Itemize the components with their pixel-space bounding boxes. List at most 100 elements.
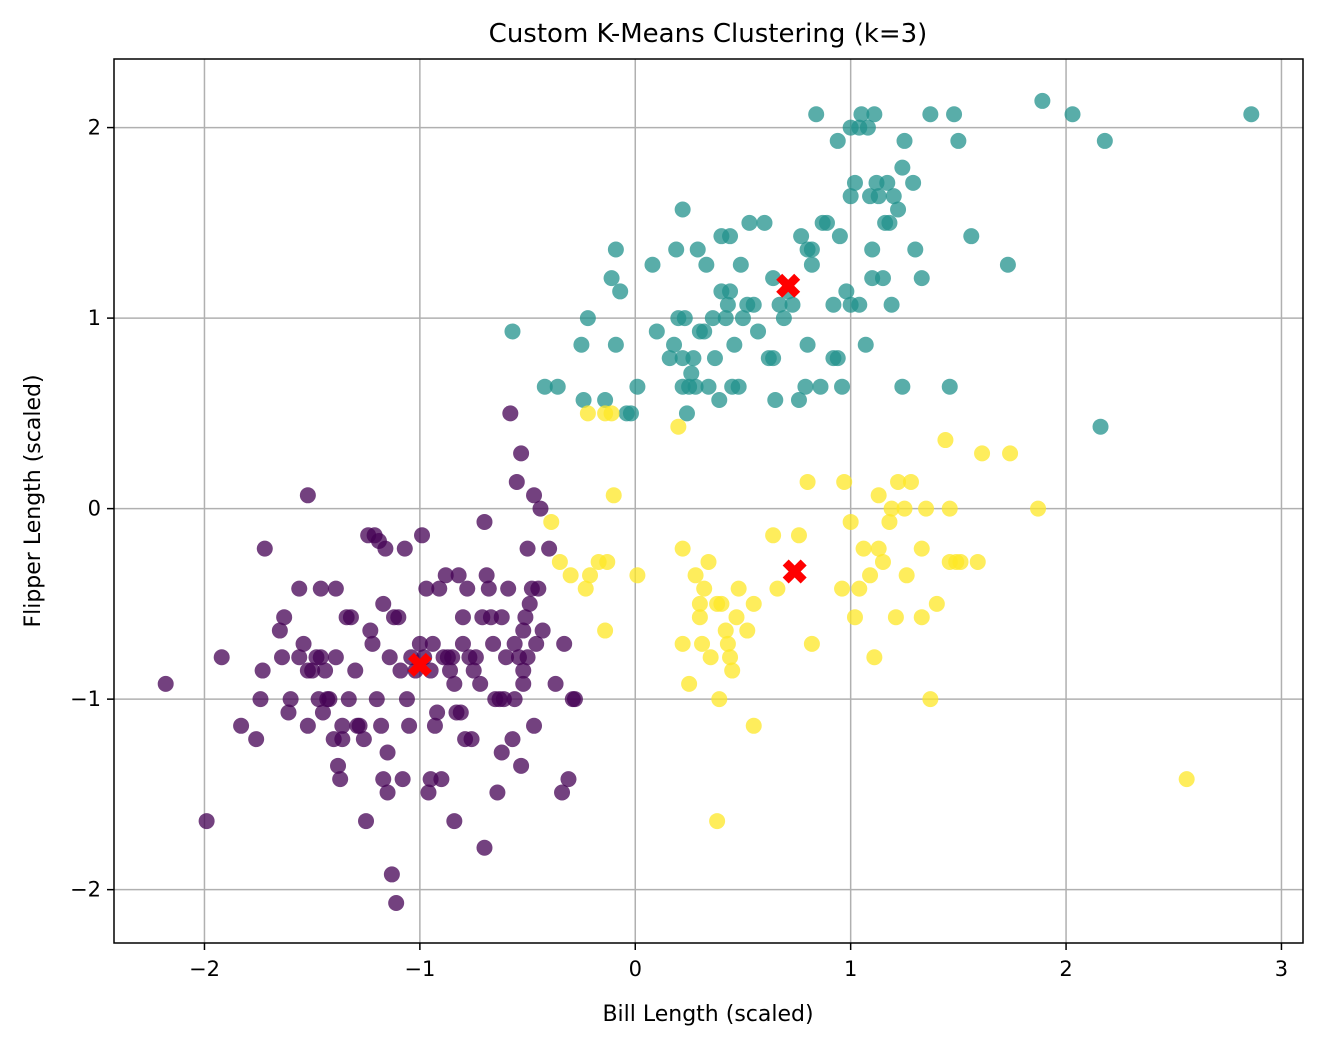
cluster-2-point — [887, 609, 904, 626]
centroids — [407, 273, 807, 677]
cluster-0-point — [444, 649, 461, 666]
cluster-0-point — [390, 609, 407, 626]
cluster-1-point — [767, 392, 784, 409]
cluster-1-point — [668, 241, 685, 258]
cluster-0-point — [271, 622, 288, 639]
cluster-1-point — [607, 336, 624, 353]
cluster-2-point — [694, 635, 711, 652]
cluster-2-point — [722, 649, 739, 666]
cluster-2-point — [769, 580, 786, 597]
cluster-1-point — [963, 228, 980, 245]
cluster-0-point — [476, 839, 493, 856]
cluster-1-point — [846, 174, 863, 191]
cluster-1-point — [765, 270, 782, 287]
cluster-0-point — [530, 580, 547, 597]
cluster-1-point — [771, 296, 788, 313]
cluster-2-point — [922, 691, 939, 708]
cluster-0-point — [256, 540, 273, 557]
cluster-0-point — [280, 704, 297, 721]
cluster-0-point — [347, 662, 364, 679]
cluster-0-point — [414, 527, 431, 544]
cluster-0-point — [485, 635, 502, 652]
cluster-0-point — [532, 500, 549, 517]
cluster-2-point — [969, 553, 986, 570]
cluster-0-point — [442, 662, 459, 679]
cluster-2-point — [928, 595, 945, 612]
cluster-2-point — [1030, 500, 1047, 517]
cluster-1-point — [756, 214, 773, 231]
cluster-2-point — [765, 527, 782, 544]
cluster-0-point — [463, 731, 480, 748]
y-tick-label: 2 — [88, 116, 101, 140]
x-tick-label: −1 — [404, 957, 435, 981]
centroid-marker — [407, 652, 432, 677]
cluster-1-point — [698, 256, 715, 273]
cluster-2-point — [599, 553, 616, 570]
cluster-1-point — [704, 310, 721, 327]
cluster-0-point — [299, 717, 316, 734]
cluster-1-point — [706, 350, 723, 367]
cluster-1-point — [573, 336, 590, 353]
cluster-0-point — [526, 487, 543, 504]
cluster-0-point — [362, 622, 379, 639]
cluster-0-point — [198, 813, 215, 830]
cluster-0-point — [327, 580, 344, 597]
cluster-2-point — [1178, 771, 1195, 788]
cluster-1-point — [812, 378, 829, 395]
cluster-0-point — [504, 731, 521, 748]
y-tick-label: −1 — [70, 687, 101, 711]
cluster-1-point — [853, 106, 870, 123]
cluster-0-point — [276, 609, 293, 626]
y-tick-label: 1 — [88, 306, 101, 330]
x-tick-label: 1 — [844, 957, 857, 981]
cluster-2-point — [709, 813, 726, 830]
cluster-1-point — [831, 228, 848, 245]
cluster-1-point — [857, 336, 874, 353]
cluster-1-point — [922, 106, 939, 123]
centroid-marker — [776, 273, 801, 298]
cluster-0-point — [375, 595, 392, 612]
cluster-0-point — [291, 580, 308, 597]
cluster-1-point — [907, 241, 924, 258]
cluster-1-point — [829, 350, 846, 367]
cluster-1-point — [549, 378, 566, 395]
cluster-2-point — [605, 487, 622, 504]
cluster-0-point — [467, 649, 484, 666]
cluster-2-point — [846, 609, 863, 626]
cluster-1-point — [784, 296, 801, 313]
cluster-0-point — [379, 784, 396, 801]
cluster-2-point — [691, 595, 708, 612]
cluster-0-point — [252, 691, 269, 708]
cluster-0-point — [334, 717, 351, 734]
cluster-1-point — [838, 283, 855, 300]
cluster-2-point — [898, 567, 915, 584]
cluster-1-point — [717, 310, 734, 327]
cluster-0-point — [547, 675, 564, 692]
cluster-2-point — [577, 580, 594, 597]
cluster-2-point — [790, 527, 807, 544]
cluster-0-point — [254, 662, 271, 679]
cluster-0-point — [502, 405, 519, 422]
cluster-0-point — [513, 757, 530, 774]
cluster-0-point — [446, 813, 463, 830]
cluster-1-point — [818, 214, 835, 231]
cluster-0-point — [381, 649, 398, 666]
cluster-0-point — [454, 609, 471, 626]
cluster-0-point — [330, 757, 347, 774]
cluster-1-point — [797, 378, 814, 395]
cluster-2-point — [691, 609, 708, 626]
cluster-0-point — [314, 704, 331, 721]
cluster-0-point — [433, 771, 450, 788]
cluster-1-point — [579, 310, 596, 327]
cluster-1-point — [859, 119, 876, 136]
cluster-0-point — [554, 784, 571, 801]
cluster-0-point — [472, 675, 489, 692]
cluster-2-point — [700, 553, 717, 570]
cluster-1-point — [685, 350, 702, 367]
cluster-1-point — [913, 270, 930, 287]
cluster-0-point — [480, 580, 497, 597]
cluster-1-point — [896, 132, 913, 149]
cluster-0-point — [515, 622, 532, 639]
cluster-0-point — [420, 784, 437, 801]
